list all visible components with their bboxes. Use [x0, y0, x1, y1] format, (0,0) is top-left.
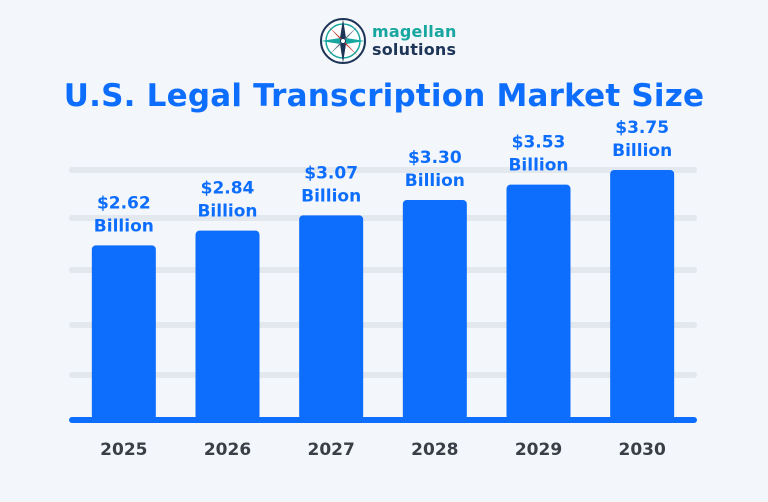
x-tick-label: 2025 — [100, 440, 147, 460]
bar — [402, 200, 467, 420]
brand-logo: magellan solutions — [318, 16, 457, 66]
data-label-unit: Billion — [301, 186, 361, 206]
brand-wordmark: magellan solutions — [372, 23, 457, 59]
brand-word-solutions: solutions — [372, 40, 457, 59]
data-label-value: $3.75 — [615, 118, 669, 138]
x-tick-label: 2030 — [619, 440, 666, 460]
x-tick-label: 2026 — [204, 440, 251, 460]
bar — [506, 184, 571, 420]
data-label-value: $2.62 — [97, 193, 151, 213]
x-tick-label: 2029 — [515, 440, 562, 460]
data-label-unit: Billion — [405, 171, 465, 191]
data-label-value: $3.53 — [512, 133, 566, 153]
compass-rose-icon — [320, 18, 366, 64]
data-label-value: $3.07 — [304, 163, 358, 183]
data-label-unit: Billion — [508, 156, 568, 176]
data-label-unit: Billion — [94, 216, 154, 236]
brand-word-magellan: magellan — [372, 22, 457, 41]
x-tick-label: 2027 — [308, 440, 355, 460]
data-label-unit: Billion — [197, 202, 257, 222]
bar — [610, 170, 675, 420]
data-label-unit: Billion — [612, 141, 672, 161]
data-label-value: $2.84 — [201, 179, 255, 199]
x-tick-label: 2028 — [411, 440, 458, 460]
bar — [195, 230, 260, 420]
bar — [299, 215, 364, 420]
chart-title: U.S. Legal Transcription Market Size — [63, 78, 705, 114]
bar — [91, 245, 156, 420]
data-label-value: $3.30 — [408, 148, 462, 168]
